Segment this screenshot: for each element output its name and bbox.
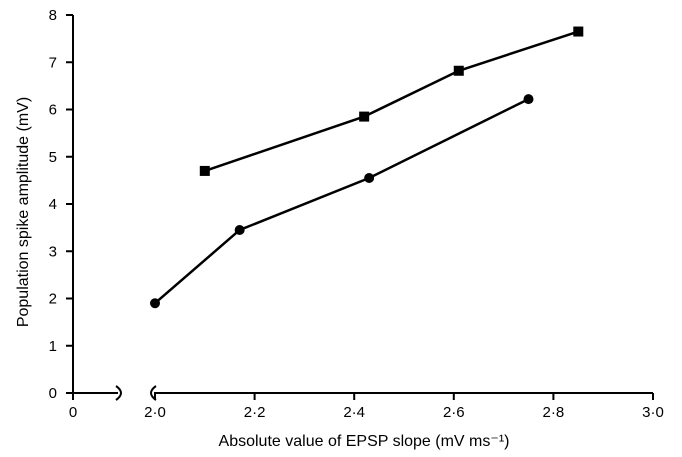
y-tick-label: 5 — [49, 149, 57, 166]
x-tick-label: 2·4 — [343, 404, 365, 421]
series-line — [154, 97, 530, 305]
x-tick-label: 2·2 — [244, 404, 266, 421]
data-point-circle — [364, 173, 375, 184]
x-tick-label: 2·8 — [543, 404, 565, 421]
data-point-square — [573, 26, 584, 37]
x-axis-title: Absolute value of EPSP slope (mV ms⁻¹) — [219, 433, 510, 450]
y-tick-label: 4 — [49, 196, 57, 213]
y-tick-label: 1 — [49, 338, 57, 355]
y-tick-label: 3 — [49, 243, 57, 260]
y-tick-label: 8 — [49, 7, 57, 24]
y-ticks: 0 1 2 3 4 5 6 7 8 — [49, 7, 73, 402]
series-line — [204, 30, 579, 173]
y-tick-label: 6 — [49, 102, 57, 119]
axis-break-left — [115, 385, 122, 401]
series-layer — [150, 26, 584, 309]
y-axis-title: Population spike amplitude (mV) — [15, 97, 32, 327]
axes — [72, 15, 653, 401]
series-circle — [150, 94, 534, 309]
y-tick-label: 0 — [49, 385, 57, 402]
x-tick-label: 3·0 — [642, 404, 664, 421]
x-tick-label: 0 — [69, 404, 77, 421]
x-ticks: 0 2·0 2·2 2·4 2·6 2·8 3·0 — [69, 393, 664, 421]
data-point-circle — [523, 94, 534, 105]
data-point-circle — [234, 224, 245, 235]
y-tick-label: 7 — [49, 54, 57, 71]
x-tick-label: 2·0 — [144, 404, 166, 421]
data-point-square — [359, 111, 370, 122]
y-tick-label: 2 — [49, 291, 57, 308]
data-point-square — [453, 65, 464, 76]
data-point-square — [199, 165, 210, 176]
series-square — [199, 26, 584, 176]
x-tick-label: 2·6 — [443, 404, 465, 421]
data-point-circle — [150, 298, 160, 309]
